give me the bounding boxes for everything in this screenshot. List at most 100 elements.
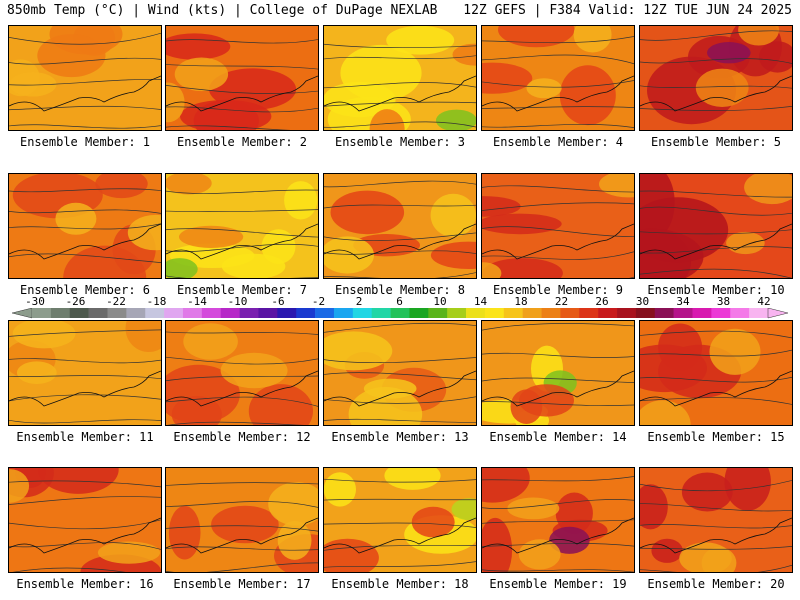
colorbar-tick-label: 2 — [355, 295, 363, 308]
temperature-contour-fill — [179, 225, 244, 248]
colorbar-swatch — [145, 308, 165, 318]
ensemble-member-label: Ensemble Member: 17 — [173, 577, 311, 591]
colorbar-swatch — [164, 308, 184, 318]
temperature-contour-fill — [526, 78, 562, 99]
height-contour — [324, 121, 476, 128]
height-contour — [482, 106, 634, 109]
temperature-contour-fill — [63, 245, 147, 278]
colorbar-swatch — [107, 308, 127, 318]
temperature-field-map — [640, 321, 792, 425]
temperature-field-map — [9, 468, 161, 572]
height-contour — [9, 496, 161, 505]
temperature-contour-fill — [451, 498, 476, 521]
height-contour — [482, 54, 634, 65]
height-contour — [324, 522, 476, 528]
height-contour — [640, 106, 792, 111]
height-contour — [9, 419, 161, 424]
height-contour — [9, 78, 161, 86]
colorbar-swatch — [126, 308, 146, 318]
ensemble-member-map — [639, 320, 793, 426]
temperature-contour-fill — [549, 526, 590, 554]
height-contour — [324, 101, 476, 107]
coastline — [640, 370, 792, 407]
height-contour — [640, 376, 792, 383]
height-contour — [9, 253, 161, 263]
ensemble-member-label: Ensemble Member: 11 — [16, 430, 154, 444]
temperature-contour-fill — [95, 174, 148, 199]
height-contour — [166, 331, 318, 335]
ensemble-member-label: Ensemble Member: 15 — [647, 430, 785, 444]
height-contour — [640, 564, 792, 572]
temperature-contour-fill — [452, 43, 476, 66]
height-contour — [9, 105, 161, 111]
temperature-contour-fill — [97, 541, 161, 564]
ensemble-member-label: Ensemble Member: 8 — [334, 283, 466, 297]
ensemble-member-map — [8, 173, 162, 279]
height-contour — [324, 43, 476, 48]
coastline — [9, 223, 161, 260]
coastline — [482, 370, 634, 407]
height-contour — [324, 418, 476, 423]
height-contour — [640, 480, 792, 492]
height-contour — [482, 543, 634, 547]
height-contour — [482, 476, 634, 482]
ensemble-member-map — [8, 25, 162, 131]
temperature-field-map — [324, 321, 476, 425]
height-contour — [9, 358, 161, 364]
height-contour — [482, 352, 634, 358]
colorbar-swatch — [654, 308, 674, 318]
ensemble-member-label: Ensemble Member: 7 — [176, 283, 308, 297]
colorbar-tick-label: -26 — [65, 295, 86, 308]
height-contour — [324, 545, 476, 551]
ensemble-member-label: Ensemble Member: 3 — [334, 135, 466, 149]
height-contour — [324, 498, 476, 501]
colorbar-tick-label: 10 — [433, 295, 447, 308]
temperature-contour-fill — [9, 72, 57, 97]
colorbar-swatch — [315, 308, 335, 318]
height-contour — [640, 30, 792, 41]
temperature-contour-fill — [166, 174, 212, 195]
temperature-colorbar: -30 -26 -22 -18 -14 -10 -6 -2 2 6 10 14 18 22 26 30 34 38… — [0, 296, 800, 320]
height-contour — [640, 268, 792, 278]
ensemble-member-label: Ensemble Member: 6 — [19, 283, 151, 297]
colorbar-tick-label: 30 — [635, 295, 650, 308]
temperature-contour-fill — [248, 384, 313, 425]
height-contour — [482, 80, 634, 88]
temperature-field-map — [166, 321, 318, 425]
temperature-contour-fill — [180, 99, 272, 130]
temperature-contour-fill — [268, 482, 318, 526]
height-contour — [482, 185, 634, 193]
height-contour — [9, 480, 161, 488]
colorbar-swatch — [409, 308, 429, 318]
colorbar-swatch — [258, 308, 278, 318]
coastline — [166, 223, 318, 260]
temperature-field-map — [166, 174, 318, 278]
temperature-contour-fill — [709, 328, 761, 375]
colorbar-swatch — [466, 308, 486, 318]
colorbar-swatch — [522, 308, 542, 318]
height-contour — [640, 190, 792, 198]
ensemble-member-label: Ensemble Member: 1 — [19, 135, 151, 149]
height-contour — [324, 372, 476, 381]
temperature-contour-fill — [324, 236, 374, 274]
temperature-contour-fill — [168, 505, 201, 560]
height-contour — [640, 330, 792, 339]
height-contour — [640, 206, 792, 216]
coastline — [324, 517, 476, 554]
height-contour — [166, 525, 318, 532]
height-contour — [9, 188, 161, 193]
height-contour — [482, 226, 634, 237]
height-contour — [640, 349, 792, 357]
height-contour — [167, 421, 305, 425]
colorbar-tick-label: -2 — [311, 295, 326, 308]
height-contour — [482, 202, 634, 211]
height-contour — [482, 401, 634, 406]
height-contour — [9, 32, 161, 45]
temperature-contour-fill — [640, 400, 691, 425]
colorbar-swatch — [541, 308, 561, 318]
temperature-contour-fill — [651, 538, 683, 563]
height-contour — [482, 377, 634, 383]
colorbar-swatch — [598, 308, 618, 318]
temperature-contour-fill — [707, 42, 751, 64]
temperature-contour-fill — [384, 468, 441, 490]
